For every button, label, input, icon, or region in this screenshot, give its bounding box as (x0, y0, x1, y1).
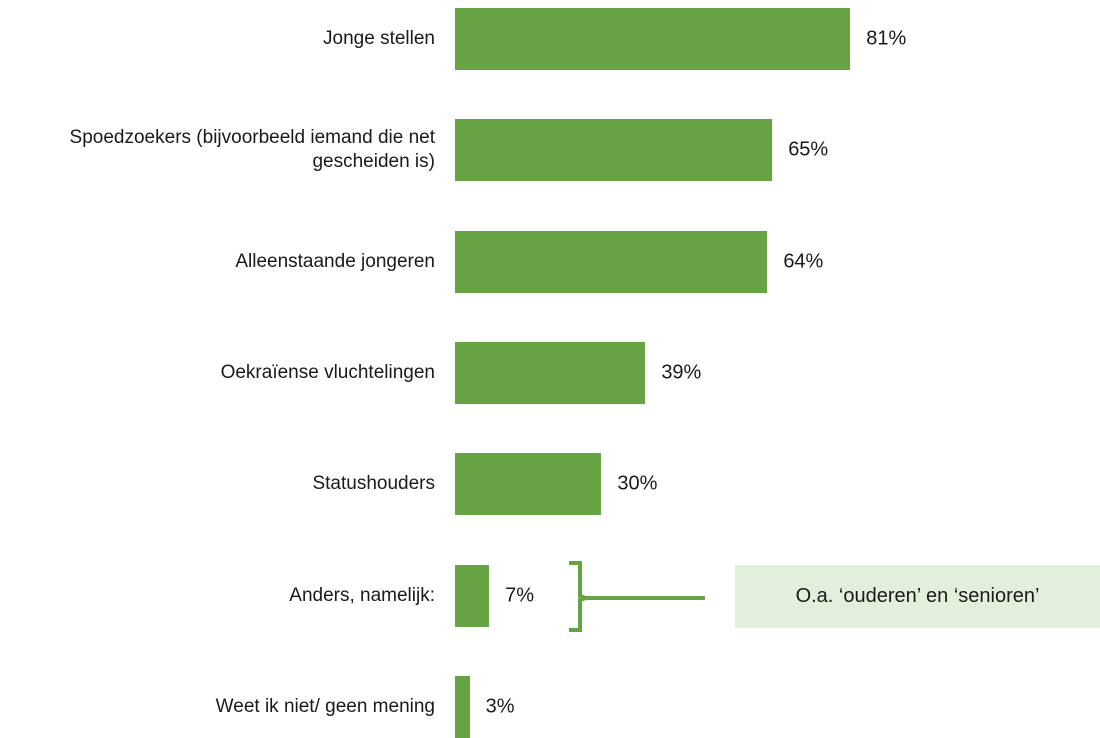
category-label: Statushouders (312, 473, 435, 495)
value-label: 64% (783, 250, 824, 273)
category-label: Alleenstaande jongeren (235, 250, 435, 272)
bar (455, 119, 773, 182)
value-label: 3% (485, 695, 515, 718)
category-label: Jonge stellen (323, 28, 435, 49)
bar (455, 8, 851, 70)
value-label: 30% (617, 472, 658, 495)
category-label: Spoedzoekers (bijvoorbeeld iemand die ne… (69, 127, 435, 173)
bar (455, 341, 646, 404)
value-label: 81% (866, 27, 907, 50)
bar (455, 230, 768, 293)
bar (455, 453, 602, 516)
bracket (569, 561, 593, 632)
bar (455, 564, 490, 627)
category-label: Oekraïense vluchtelingen (220, 361, 435, 383)
bar (455, 675, 470, 738)
value-label: 39% (661, 361, 702, 384)
value-label: 65% (788, 138, 829, 161)
category-label: Anders, namelijk: (289, 584, 435, 606)
annotation-box: O.a. ‘ouderen’ en ‘senioren’ (735, 565, 1100, 628)
value-label: 7% (505, 584, 535, 606)
annotation-text: O.a. ‘ouderen’ en ‘senioren’ (795, 585, 1040, 607)
category-label: Weet ik niet/ geen mening (215, 695, 435, 717)
